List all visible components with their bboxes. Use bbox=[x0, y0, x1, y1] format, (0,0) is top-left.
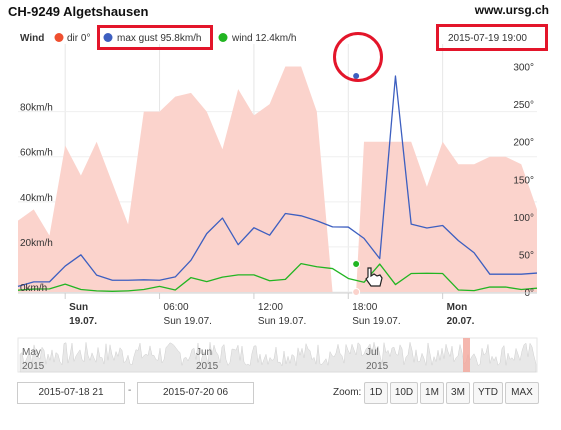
line-wind bbox=[17, 262, 538, 292]
navigator-month-jun: Jun bbox=[196, 347, 212, 358]
x-tick-label: 12:00 bbox=[258, 302, 283, 313]
legend-dir-label[interactable]: dir 0° bbox=[67, 33, 90, 44]
series-lines bbox=[17, 75, 538, 292]
range-to-input[interactable]: 2015-07-20 06 bbox=[137, 382, 254, 404]
range-from-input[interactable]: 2015-07-18 21 bbox=[17, 382, 125, 404]
navigator-series bbox=[19, 342, 537, 373]
zoom-ytd-button[interactable]: YTD bbox=[473, 382, 503, 404]
legend-timestamp: 2015-07-19 19:00 bbox=[448, 33, 527, 44]
y-right-tick-label: 100° bbox=[513, 213, 534, 224]
x-tick-label: Sun 19.07. bbox=[258, 316, 306, 327]
series-area-dir bbox=[18, 66, 537, 292]
station-title: CH-9249 Algetshausen bbox=[8, 4, 149, 19]
highlight-peak-circle bbox=[333, 32, 383, 82]
area-dir bbox=[18, 66, 537, 292]
axis-labels: 0km/h20km/h40km/h60km/h80km/h0°50°100°15… bbox=[18, 63, 537, 327]
zoom-max-button[interactable]: MAX bbox=[505, 382, 539, 404]
marker-dir bbox=[352, 288, 361, 296]
y-left-tick-label: 80km/h bbox=[20, 103, 53, 114]
highlight-timestamp-box bbox=[436, 24, 548, 51]
y-right-tick-label: 300° bbox=[513, 63, 534, 74]
legend-gust-swatch[interactable] bbox=[103, 33, 113, 42]
hover-markers bbox=[352, 72, 361, 296]
navigator-year-jun: 2015 bbox=[196, 361, 219, 372]
navigator-month-may: May bbox=[22, 347, 41, 358]
y-right-tick-label: 50° bbox=[519, 250, 534, 261]
legend-dir-swatch[interactable] bbox=[54, 33, 64, 42]
x-tick-label: Sun bbox=[69, 302, 88, 313]
legend-title: Wind bbox=[20, 33, 44, 44]
navigator-selection[interactable] bbox=[463, 338, 470, 372]
legend-wind-label[interactable]: wind 12.4km/h bbox=[231, 33, 296, 44]
zoom-1m-button[interactable]: 1M bbox=[420, 382, 444, 404]
navigator[interactable] bbox=[17, 337, 538, 373]
site-url[interactable]: www.ursg.ch bbox=[474, 3, 549, 17]
zoom-1d-button[interactable]: 1D bbox=[364, 382, 388, 404]
navigator-month-jul: Jul bbox=[366, 347, 379, 358]
y-left-tick-label: 40km/h bbox=[20, 193, 53, 204]
y-left-tick-label: 60km/h bbox=[20, 148, 53, 159]
navigator-year-may: 2015 bbox=[22, 361, 45, 372]
marker-wind bbox=[352, 260, 361, 269]
zoom-10d-button[interactable]: 10D bbox=[390, 382, 418, 404]
y-right-tick-label: 250° bbox=[513, 100, 534, 111]
x-tick-label: 18:00 bbox=[352, 302, 377, 313]
line-max-gust bbox=[17, 75, 538, 287]
y-right-tick-label: 150° bbox=[513, 175, 534, 186]
y-left-tick-label: 20km/h bbox=[20, 238, 53, 249]
x-tick-label: 20.07. bbox=[447, 316, 475, 327]
legend-gust-label[interactable]: max gust 95.8km/h bbox=[117, 33, 201, 44]
navigator-year-jul: 2015 bbox=[366, 361, 389, 372]
legend-wind-swatch[interactable] bbox=[218, 33, 228, 42]
x-tick-label: Sun 19.07. bbox=[352, 316, 400, 327]
y-left-tick-label: 0km/h bbox=[20, 283, 47, 294]
wind-chart[interactable]: Wind dir 0° max gust 95.8km/h wind 12.4k… bbox=[0, 22, 561, 378]
x-tick-label: Sun 19.07. bbox=[164, 316, 212, 327]
x-tick-label: 19.07. bbox=[69, 316, 97, 327]
x-tick-label: 06:00 bbox=[164, 302, 189, 313]
x-tick-label: Mon bbox=[447, 302, 468, 313]
hand-cursor-icon bbox=[365, 267, 383, 287]
y-right-tick-label: 200° bbox=[513, 138, 534, 149]
zoom-label: Zoom: bbox=[333, 387, 362, 398]
range-separator: - bbox=[128, 385, 132, 396]
zoom-3m-button[interactable]: 3M bbox=[446, 382, 470, 404]
highlight-gust-box bbox=[97, 25, 213, 50]
